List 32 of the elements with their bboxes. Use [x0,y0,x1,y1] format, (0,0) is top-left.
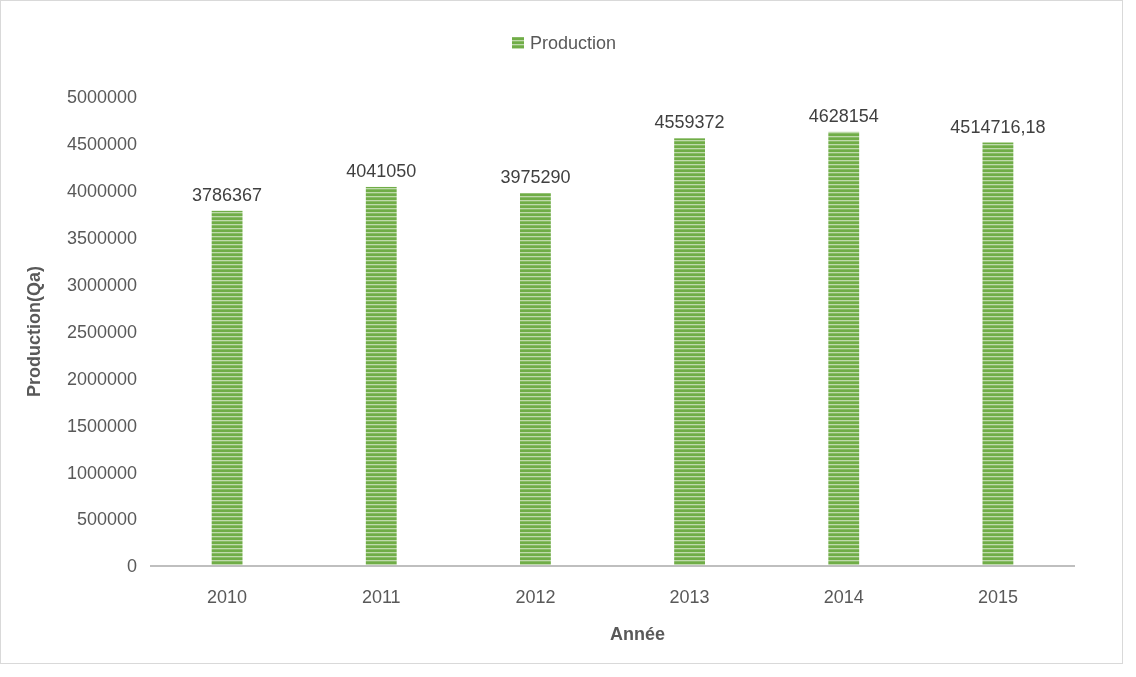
legend-label: Production [530,33,617,54]
y-tick-label: 3000000 [66,274,137,295]
y-tick-label: 500000 [76,509,137,530]
bar [674,138,705,566]
y-tick-label: 4500000 [66,134,137,155]
y-tick-label: 3500000 [66,228,137,248]
y-tick-label: 1000000 [66,462,137,483]
x-tick-label: 2011 [361,587,401,607]
y-tick-label: 2500000 [66,321,137,342]
bar [211,210,243,566]
bar [365,186,397,566]
bar [520,193,551,566]
data-label: 3975290 [500,167,571,188]
x-tick-label: 2014 [823,587,864,607]
x-tick-label: 2015 [977,587,1018,607]
y-tick-label: 5000000 [66,87,137,108]
data-label: 4041050 [346,160,417,181]
data-label: 4628154 [808,105,879,126]
bar [828,131,860,566]
y-tick-label: 4000000 [66,181,137,202]
data-label: 4514716,18 [950,116,1046,137]
data-label: 3786367 [192,184,263,205]
x-axis-title: Année [609,624,666,644]
y-axis-title: Production(Qa) [24,266,44,397]
y-tick-label: 1500000 [66,415,137,436]
data-label: 4559372 [654,112,725,133]
y-tick-label: 2000000 [66,368,137,389]
x-tick-label: 2010 [207,587,248,607]
bar [982,142,1014,566]
x-tick-label: 2013 [669,587,710,607]
x-tick-label: 2012 [515,587,556,607]
y-tick-label: 0 [126,556,137,577]
